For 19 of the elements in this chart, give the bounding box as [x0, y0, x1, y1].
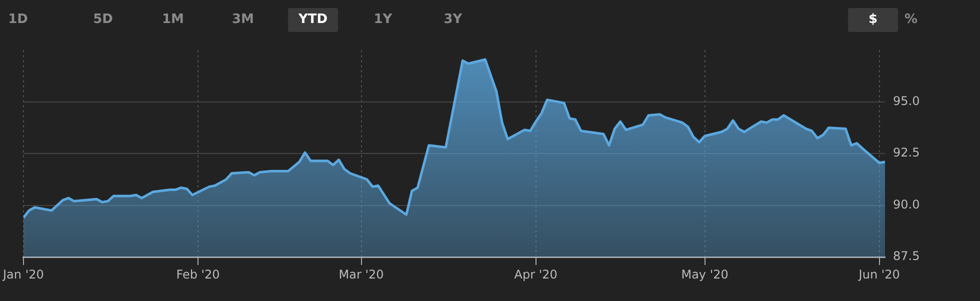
- x-tick-label: Apr '20: [514, 267, 558, 282]
- x-tick-label: Feb '20: [176, 267, 220, 282]
- y-tick-label: 92.5: [893, 146, 920, 160]
- text: 3Y: [442, 11, 464, 29]
- text: %: [903, 11, 919, 29]
- text: 5D: [92, 11, 114, 29]
- x-tick-label: Mar '20: [338, 267, 384, 282]
- x-tick-label: Jun '20: [858, 267, 900, 282]
- text: 3M: [231, 11, 255, 29]
- x-tick-label: May '20: [681, 267, 728, 282]
- text: $: [848, 8, 898, 32]
- text: 1Y: [372, 11, 394, 29]
- x-tick-label: Jan '20: [2, 267, 44, 282]
- text: YTD: [288, 8, 338, 32]
- text: 1M: [161, 11, 185, 29]
- y-tick-label: 95.0: [893, 94, 920, 108]
- y-tick-label: 90.0: [893, 197, 920, 212]
- text: 1D: [7, 11, 29, 29]
- y-tick-label: 87.5: [893, 249, 920, 264]
